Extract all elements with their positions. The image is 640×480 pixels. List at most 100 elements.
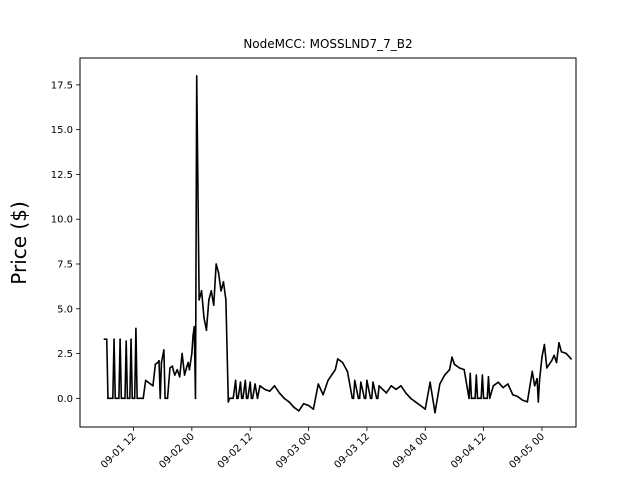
data-point bbox=[453, 363, 456, 366]
data-point bbox=[129, 397, 131, 400]
data-point bbox=[385, 392, 388, 394]
data-point bbox=[487, 376, 490, 378]
data-point bbox=[475, 374, 478, 376]
data-point bbox=[390, 385, 393, 387]
y-tick-label: 10.0 bbox=[51, 215, 73, 226]
data-point bbox=[346, 370, 349, 373]
data-point bbox=[543, 343, 546, 346]
data-point bbox=[113, 338, 115, 341]
data-point bbox=[191, 352, 193, 355]
data-point bbox=[198, 299, 200, 301]
data-point bbox=[174, 374, 176, 376]
data-point bbox=[125, 340, 127, 342]
data-point bbox=[536, 377, 538, 380]
data-point bbox=[124, 397, 126, 400]
data-point bbox=[538, 379, 541, 382]
data-point bbox=[186, 365, 188, 367]
data-point bbox=[183, 374, 186, 376]
data-point bbox=[120, 397, 123, 400]
data-point bbox=[220, 290, 222, 292]
data-point bbox=[341, 361, 344, 364]
data-point bbox=[360, 381, 362, 384]
data-point bbox=[259, 385, 261, 387]
data-point bbox=[239, 381, 242, 384]
data-point bbox=[249, 381, 251, 384]
data-point bbox=[133, 397, 136, 400]
data-point bbox=[163, 349, 165, 351]
data-point bbox=[181, 352, 183, 355]
data-point bbox=[469, 372, 472, 375]
price-series-line bbox=[104, 75, 572, 414]
data-point bbox=[171, 365, 174, 367]
data-point bbox=[546, 367, 548, 369]
data-point bbox=[263, 388, 266, 391]
data-point bbox=[278, 392, 281, 394]
data-point bbox=[251, 397, 254, 400]
data-point bbox=[119, 338, 121, 341]
data-point bbox=[353, 379, 356, 382]
data-point bbox=[298, 410, 300, 412]
data-point bbox=[372, 381, 374, 384]
data-point bbox=[188, 368, 191, 371]
data-point bbox=[516, 395, 519, 398]
data-point bbox=[200, 290, 203, 292]
data-point bbox=[336, 358, 339, 360]
data-point bbox=[158, 359, 160, 362]
data-point bbox=[244, 379, 247, 382]
data-point bbox=[548, 363, 551, 366]
data-point bbox=[136, 397, 138, 400]
data-point bbox=[488, 397, 491, 400]
y-tick-label: 0.0 bbox=[57, 394, 73, 405]
data-point bbox=[166, 397, 169, 400]
data-point bbox=[558, 342, 560, 344]
data-point bbox=[451, 356, 453, 358]
data-point bbox=[160, 361, 163, 364]
data-point bbox=[234, 379, 237, 382]
data-point bbox=[103, 338, 106, 341]
data-point bbox=[208, 299, 210, 301]
data-point bbox=[227, 401, 230, 403]
data-point bbox=[352, 397, 355, 400]
data-point bbox=[225, 299, 227, 301]
data-point bbox=[570, 358, 572, 360]
data-point bbox=[164, 397, 166, 400]
y-tick-label: 7.5 bbox=[57, 259, 73, 270]
data-point bbox=[470, 397, 473, 400]
y-tick-label: 15.0 bbox=[51, 125, 73, 136]
data-point bbox=[228, 397, 231, 400]
data-point bbox=[268, 390, 271, 392]
data-point bbox=[474, 397, 476, 400]
price-data-points bbox=[103, 75, 572, 414]
data-point bbox=[553, 354, 555, 357]
data-point bbox=[293, 406, 295, 409]
data-point bbox=[126, 397, 129, 400]
data-point bbox=[105, 338, 108, 341]
data-point bbox=[531, 370, 534, 373]
data-point bbox=[351, 397, 354, 400]
data-point bbox=[560, 350, 563, 353]
data-point bbox=[526, 401, 529, 403]
y-tick-label: 5.0 bbox=[57, 304, 73, 315]
data-point bbox=[409, 397, 412, 400]
data-point bbox=[419, 404, 422, 407]
data-point bbox=[203, 316, 205, 319]
data-point bbox=[237, 397, 239, 400]
data-point bbox=[463, 368, 465, 371]
data-point bbox=[480, 397, 482, 400]
data-point bbox=[176, 368, 179, 371]
data-point bbox=[246, 397, 249, 400]
data-point bbox=[458, 367, 461, 369]
data-point bbox=[414, 401, 417, 403]
data-point bbox=[215, 263, 217, 265]
data-point bbox=[486, 397, 489, 400]
data-point bbox=[152, 385, 154, 387]
data-point bbox=[322, 393, 324, 396]
data-point bbox=[366, 379, 368, 382]
y-tick-label: 2.5 bbox=[57, 349, 73, 360]
y-tick-label: 17.5 bbox=[51, 80, 73, 91]
data-point bbox=[357, 397, 360, 400]
data-point bbox=[131, 397, 134, 400]
data-point bbox=[118, 397, 120, 400]
data-point bbox=[194, 397, 197, 400]
